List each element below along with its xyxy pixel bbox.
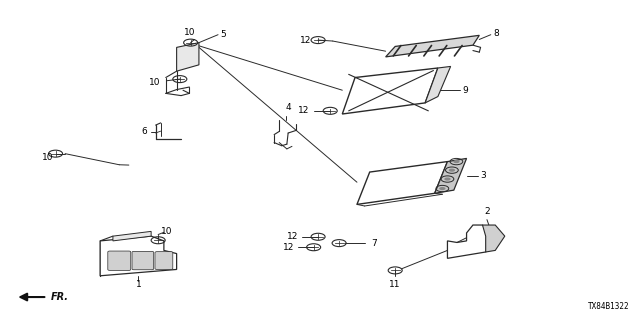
Text: 10: 10 bbox=[184, 28, 196, 37]
Text: 6: 6 bbox=[141, 127, 147, 136]
FancyBboxPatch shape bbox=[155, 252, 173, 269]
Text: 7: 7 bbox=[371, 239, 377, 248]
Polygon shape bbox=[483, 225, 505, 252]
Polygon shape bbox=[177, 43, 199, 71]
Text: 12: 12 bbox=[282, 243, 294, 252]
Text: 12: 12 bbox=[298, 106, 310, 115]
Circle shape bbox=[444, 178, 451, 180]
Text: 10: 10 bbox=[149, 78, 161, 87]
Text: 9: 9 bbox=[463, 86, 468, 95]
Text: FR.: FR. bbox=[51, 292, 69, 302]
Text: 8: 8 bbox=[493, 28, 499, 38]
Text: 2: 2 bbox=[484, 207, 490, 216]
FancyBboxPatch shape bbox=[108, 251, 131, 270]
Polygon shape bbox=[435, 158, 467, 193]
Text: 1: 1 bbox=[136, 280, 141, 289]
Polygon shape bbox=[425, 67, 451, 103]
Circle shape bbox=[449, 169, 455, 172]
Polygon shape bbox=[386, 35, 479, 57]
Text: 5: 5 bbox=[221, 29, 227, 39]
Polygon shape bbox=[447, 225, 495, 258]
Text: 12: 12 bbox=[300, 36, 312, 44]
Circle shape bbox=[453, 160, 460, 163]
Polygon shape bbox=[357, 162, 447, 204]
Text: 4: 4 bbox=[285, 103, 291, 112]
Polygon shape bbox=[113, 231, 151, 241]
Text: 11: 11 bbox=[390, 280, 401, 289]
Text: 10: 10 bbox=[161, 227, 173, 236]
Polygon shape bbox=[100, 236, 177, 276]
Text: 12: 12 bbox=[287, 232, 298, 241]
Polygon shape bbox=[342, 68, 438, 114]
FancyBboxPatch shape bbox=[132, 252, 154, 270]
Text: 3: 3 bbox=[481, 172, 486, 180]
Text: 10: 10 bbox=[42, 153, 54, 162]
Circle shape bbox=[439, 187, 445, 190]
Text: TX84B1322: TX84B1322 bbox=[588, 302, 629, 311]
